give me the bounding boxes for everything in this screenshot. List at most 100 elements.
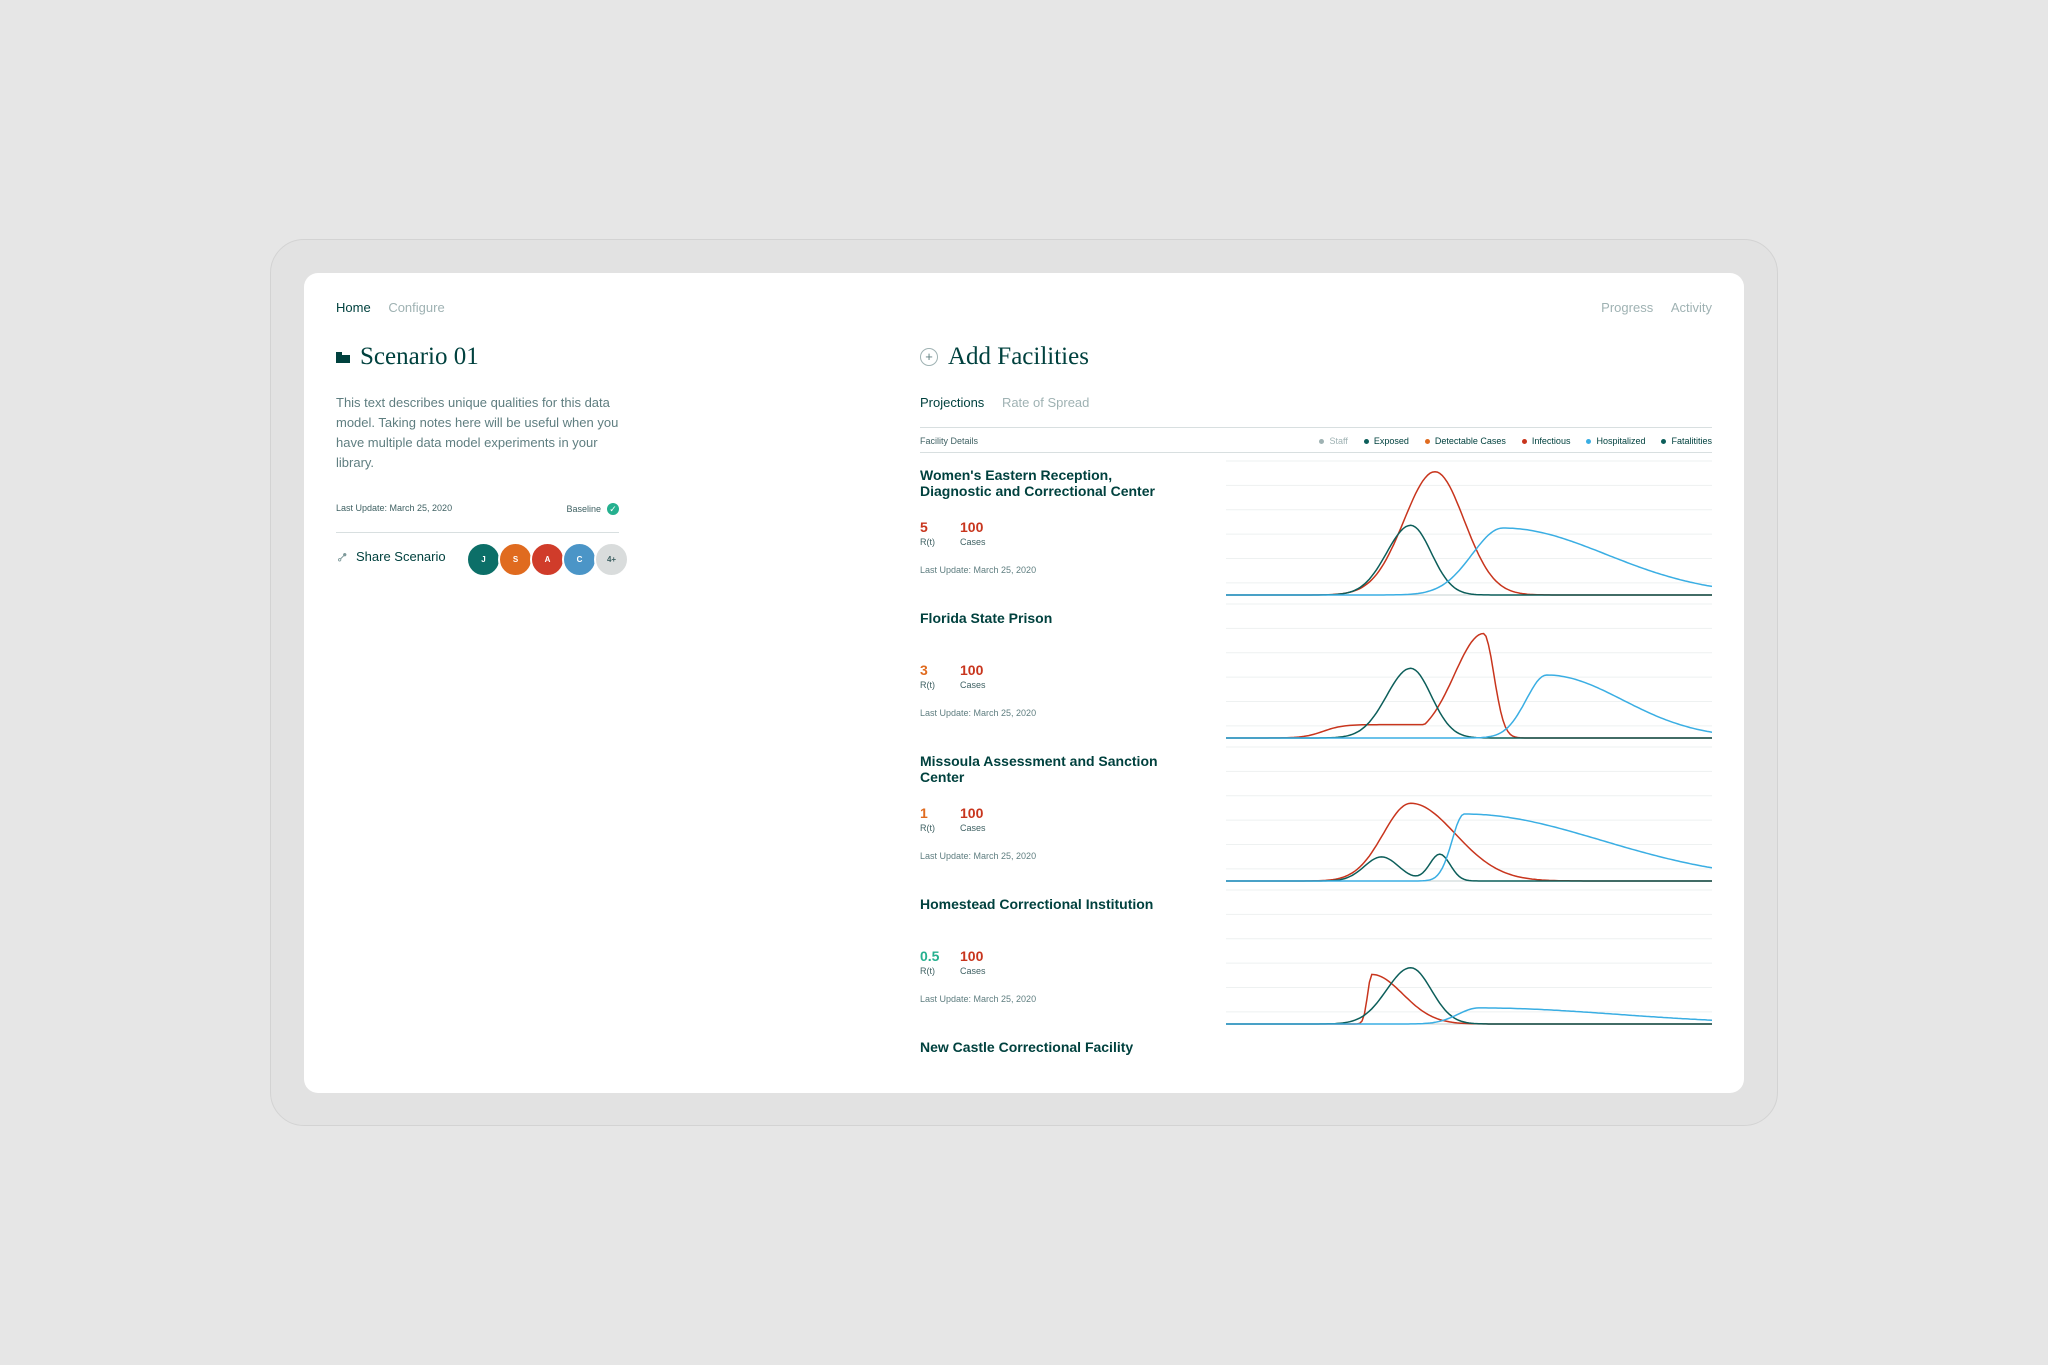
facility-row[interactable]: New Castle Correctional Facility xyxy=(920,1025,1712,1065)
legend-dot xyxy=(1424,438,1430,444)
scenario-last-update: Last Update: March 25, 2020 xyxy=(336,503,453,513)
cases-value: 100 xyxy=(960,519,984,535)
series-line-infectious xyxy=(1226,470,1712,596)
legend-staff[interactable]: Staff xyxy=(1319,436,1348,446)
series-line-infectious xyxy=(1226,632,1712,739)
avatar[interactable]: A xyxy=(530,542,565,577)
legend-dot xyxy=(1363,438,1369,444)
projection-chart xyxy=(1226,746,1712,882)
rt-value: 0.5 xyxy=(920,948,940,964)
nav-progress[interactable]: Progress xyxy=(1601,300,1654,315)
series-line-hospitalized xyxy=(1226,813,1712,882)
series-line-exposed xyxy=(1226,524,1712,596)
scenario-meta: Last Update: March 25, 2020 Baseline ✓ xyxy=(336,503,619,515)
series-line-exposed xyxy=(1226,667,1712,739)
tab-projections[interactable]: Projections xyxy=(920,395,985,410)
legend-dot xyxy=(1586,438,1592,444)
scenario-title: Scenario 01 xyxy=(336,343,479,371)
add-facilities-button[interactable]: + Add Facilities xyxy=(920,343,1089,371)
scenario-description[interactable]: This text describes unique qualities for… xyxy=(336,395,619,470)
collaborator-avatars: J S A C 4+ xyxy=(466,542,629,577)
rt-value: 3 xyxy=(920,662,928,678)
series-line-hospitalized xyxy=(1226,1007,1712,1025)
divider xyxy=(336,532,619,533)
facility-name[interactable]: Florida State Prison xyxy=(920,610,1053,626)
facility-details-label: Facility Details xyxy=(920,436,979,446)
share-scenario-link[interactable]: ⊶ Share Scenario xyxy=(332,547,446,566)
check-icon: ✓ xyxy=(607,503,619,515)
rt-stat: 5 R(t) xyxy=(920,519,935,547)
nav-configure[interactable]: Configure xyxy=(388,300,445,315)
facility-row[interactable]: Florida State Prison 3 R(t) 100 Cases La… xyxy=(920,596,1712,739)
legend-hospitalized[interactable]: Hospitalized xyxy=(1586,436,1645,446)
series-line-exposed xyxy=(1226,853,1712,882)
link-icon: ⊶ xyxy=(332,547,352,566)
cases-value: 100 xyxy=(960,805,984,821)
facility-row[interactable]: Women's Eastern Reception, Diagnostic an… xyxy=(920,453,1712,596)
avatar-more[interactable]: 4+ xyxy=(594,542,629,577)
share-scenario-label: Share Scenario xyxy=(356,549,446,564)
legend-label: Infectious xyxy=(1531,436,1571,446)
rt-label: R(t) xyxy=(920,823,935,833)
avatar[interactable]: J xyxy=(466,542,501,577)
facility-name[interactable]: New Castle Correctional Facility xyxy=(920,1039,1134,1055)
legend-label: Detectable Cases xyxy=(1434,436,1506,446)
facility-row[interactable]: Homestead Correctional Institution 0.5 R… xyxy=(920,882,1712,1025)
legend-label: Exposed xyxy=(1373,436,1409,446)
chart-legend: Staff Exposed Detectable Cases Infectiou… xyxy=(1303,436,1712,446)
cases-label: Cases xyxy=(960,537,986,547)
series-line-hospitalized xyxy=(1226,674,1712,739)
facility-last-update: Last Update: March 25, 2020 xyxy=(920,708,1037,718)
cases-label: Cases xyxy=(960,966,986,976)
legend-dot xyxy=(1661,438,1667,444)
legend-label: Fatalitities xyxy=(1671,436,1712,446)
cases-value: 100 xyxy=(960,948,984,964)
legend-label: Hospitalized xyxy=(1596,436,1646,446)
cases-stat: 100 Cases xyxy=(960,948,986,976)
legend-dot xyxy=(1521,438,1527,444)
rt-stat: 1 R(t) xyxy=(920,805,935,833)
avatar[interactable]: C xyxy=(562,542,597,577)
baseline-label: Baseline xyxy=(566,504,601,514)
rt-stat: 0.5 R(t) xyxy=(920,948,939,976)
secondary-nav: Progress Activity xyxy=(1587,300,1712,315)
cases-stat: 100 Cases xyxy=(960,662,986,690)
app-window: Home Configure Progress Activity Scenari… xyxy=(304,273,1744,1093)
primary-nav: Home Configure xyxy=(336,300,459,315)
legend-exposed[interactable]: Exposed xyxy=(1363,436,1409,446)
legend-detectable-cases[interactable]: Detectable Cases xyxy=(1424,436,1506,446)
rt-label: R(t) xyxy=(920,537,935,547)
scenario-title-text[interactable]: Scenario 01 xyxy=(360,343,479,370)
series-line-infectious xyxy=(1226,802,1712,882)
view-tabs: Projections Rate of Spread xyxy=(920,395,1103,410)
facility-row[interactable]: Missoula Assessment and Sanction Center … xyxy=(920,739,1712,882)
baseline-badge[interactable]: Baseline ✓ xyxy=(566,503,619,515)
add-facilities-label: Add Facilities xyxy=(948,343,1089,370)
facility-name[interactable]: Homestead Correctional Institution xyxy=(920,896,1154,912)
avatar[interactable]: S xyxy=(498,542,533,577)
nav-activity[interactable]: Activity xyxy=(1670,300,1712,315)
plus-icon: + xyxy=(920,348,938,366)
legend-dot xyxy=(1319,438,1325,444)
cases-stat: 100 Cases xyxy=(960,805,986,833)
cases-stat: 100 Cases xyxy=(960,519,986,547)
legend-fatalities[interactable]: Fatalitities xyxy=(1661,436,1712,446)
tab-rate-of-spread[interactable]: Rate of Spread xyxy=(1001,395,1090,410)
projection-chart xyxy=(1226,460,1712,596)
facility-table-header: Facility Details Staff Exposed Detectabl… xyxy=(920,427,1712,453)
facility-last-update: Last Update: March 25, 2020 xyxy=(920,994,1037,1004)
folder-icon xyxy=(336,351,350,363)
rt-label: R(t) xyxy=(920,680,935,690)
rt-label: R(t) xyxy=(920,966,935,976)
facility-name[interactable]: Missoula Assessment and Sanction Center xyxy=(920,753,1158,785)
legend-label: Staff xyxy=(1329,436,1348,446)
facility-last-update: Last Update: March 25, 2020 xyxy=(920,565,1037,575)
facility-name[interactable]: Women's Eastern Reception, Diagnostic an… xyxy=(920,467,1155,499)
cases-value: 100 xyxy=(960,662,984,678)
rt-stat: 3 R(t) xyxy=(920,662,935,690)
nav-home[interactable]: Home xyxy=(336,300,371,315)
rt-value: 5 xyxy=(920,519,928,535)
cases-label: Cases xyxy=(960,823,986,833)
legend-infectious[interactable]: Infectious xyxy=(1521,436,1571,446)
facility-last-update: Last Update: March 25, 2020 xyxy=(920,851,1037,861)
